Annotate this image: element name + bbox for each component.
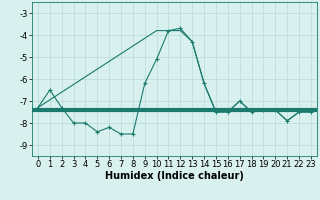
X-axis label: Humidex (Indice chaleur): Humidex (Indice chaleur) (105, 171, 244, 181)
